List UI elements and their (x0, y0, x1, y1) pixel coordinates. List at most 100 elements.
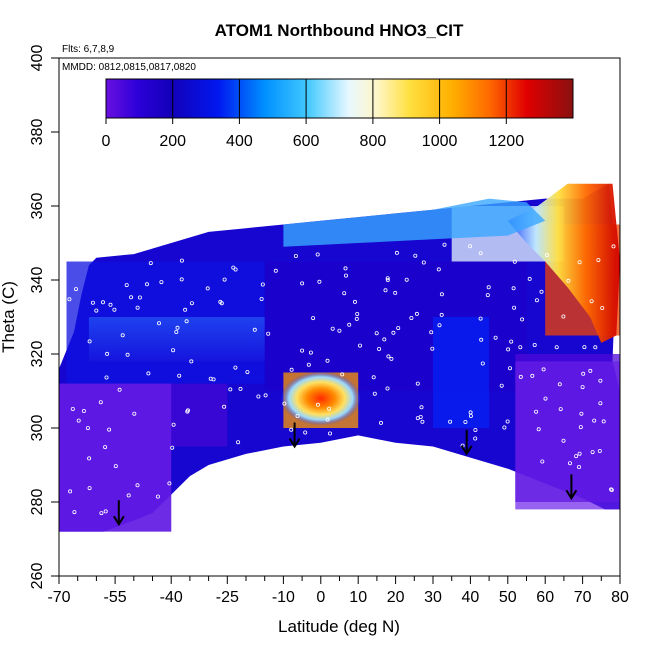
sample-point (601, 419, 606, 424)
sample-point (99, 511, 104, 516)
sample-point (113, 464, 118, 469)
sample-point (87, 456, 92, 461)
sample-point (300, 281, 305, 286)
y-tick-label: 400 (29, 45, 46, 72)
sample-point (597, 448, 602, 453)
sample-point (94, 308, 99, 313)
sample-point (582, 345, 587, 350)
sample-points (67, 242, 616, 516)
sample-point (536, 427, 541, 432)
sample-point (273, 268, 278, 273)
sample-point (518, 374, 523, 379)
sample-point (383, 288, 388, 293)
sample-point (592, 418, 597, 423)
sample-point (374, 331, 379, 336)
sample-point (189, 301, 194, 306)
sample-point (437, 323, 442, 328)
sample-point (98, 400, 103, 405)
sample-point (156, 321, 161, 326)
sample-point (520, 317, 525, 322)
sample-point (507, 366, 512, 371)
sample-point (289, 427, 294, 432)
sample-point (306, 362, 311, 367)
y-tick-label: 340 (29, 267, 46, 294)
sample-point (185, 409, 190, 414)
sample-point (146, 371, 151, 376)
sample-point (289, 367, 294, 372)
x-axis-title: Latitude (deg N) (278, 617, 400, 636)
sample-point (108, 302, 113, 307)
sample-point (541, 367, 546, 372)
sample-point (177, 373, 182, 378)
sample-point (448, 419, 453, 424)
sample-point (126, 493, 131, 498)
field-top-band (283, 198, 546, 247)
sample-point (385, 386, 390, 391)
sample-point (179, 258, 184, 263)
sample-point (85, 426, 90, 431)
sample-point (256, 394, 261, 399)
sample-point (68, 489, 73, 494)
x-tick-label: -40 (160, 589, 183, 606)
sample-point (430, 346, 435, 351)
sample-point (540, 459, 545, 464)
heatmap-field (59, 183, 620, 532)
sample-point (581, 371, 586, 376)
sample-point (125, 352, 130, 357)
x-tick-label: -25 (216, 589, 239, 606)
sample-point (611, 244, 616, 249)
dates-note: MMDD: 0812,0815,0817,0820 (62, 62, 196, 73)
flights-note: Flts: 6,7,8,9 (62, 44, 115, 55)
sample-point (352, 299, 357, 304)
sample-point (574, 454, 579, 459)
sample-point (579, 411, 584, 416)
sample-point (493, 335, 498, 340)
field-north-low (515, 361, 620, 510)
sample-point (282, 401, 287, 406)
sample-point (343, 273, 348, 278)
sample-point (92, 244, 97, 249)
sample-point (568, 461, 573, 466)
sample-point (205, 286, 210, 291)
sample-point (486, 285, 491, 290)
sample-point (330, 326, 335, 331)
sample-point (404, 277, 409, 282)
sample-point (543, 396, 548, 401)
sample-point (340, 372, 345, 377)
sample-point (589, 299, 594, 304)
arrow-head (288, 437, 301, 449)
sample-point (337, 328, 342, 333)
sample-point (87, 339, 92, 344)
sample-point (295, 413, 300, 418)
sample-point (418, 414, 423, 419)
sample-point (534, 298, 539, 303)
sample-point (76, 418, 81, 423)
sample-point (463, 419, 468, 424)
sample-point (167, 481, 172, 486)
sample-point (148, 261, 153, 266)
sample-point (357, 343, 362, 348)
sample-point (596, 258, 601, 263)
sample-point (124, 283, 129, 288)
sample-point (327, 406, 332, 411)
field-region-5 (433, 317, 490, 428)
y-tick-label: 280 (29, 489, 46, 516)
sample-point (386, 354, 391, 359)
sample-point (72, 510, 77, 515)
sample-point (293, 253, 298, 258)
sample-point (436, 267, 441, 272)
sample-point (228, 387, 233, 392)
sample-point (439, 312, 444, 317)
sample-point (222, 277, 227, 282)
sample-point (561, 438, 566, 443)
sample-point (530, 373, 535, 378)
sample-point (377, 346, 382, 351)
sample-point (468, 413, 473, 418)
sample-point (609, 487, 614, 492)
sample-point (112, 307, 117, 312)
sample-point (518, 345, 523, 350)
sample-point (354, 316, 359, 321)
sample-point (539, 289, 544, 294)
arrow-head (565, 489, 578, 501)
y-tick-label: 380 (29, 119, 46, 146)
